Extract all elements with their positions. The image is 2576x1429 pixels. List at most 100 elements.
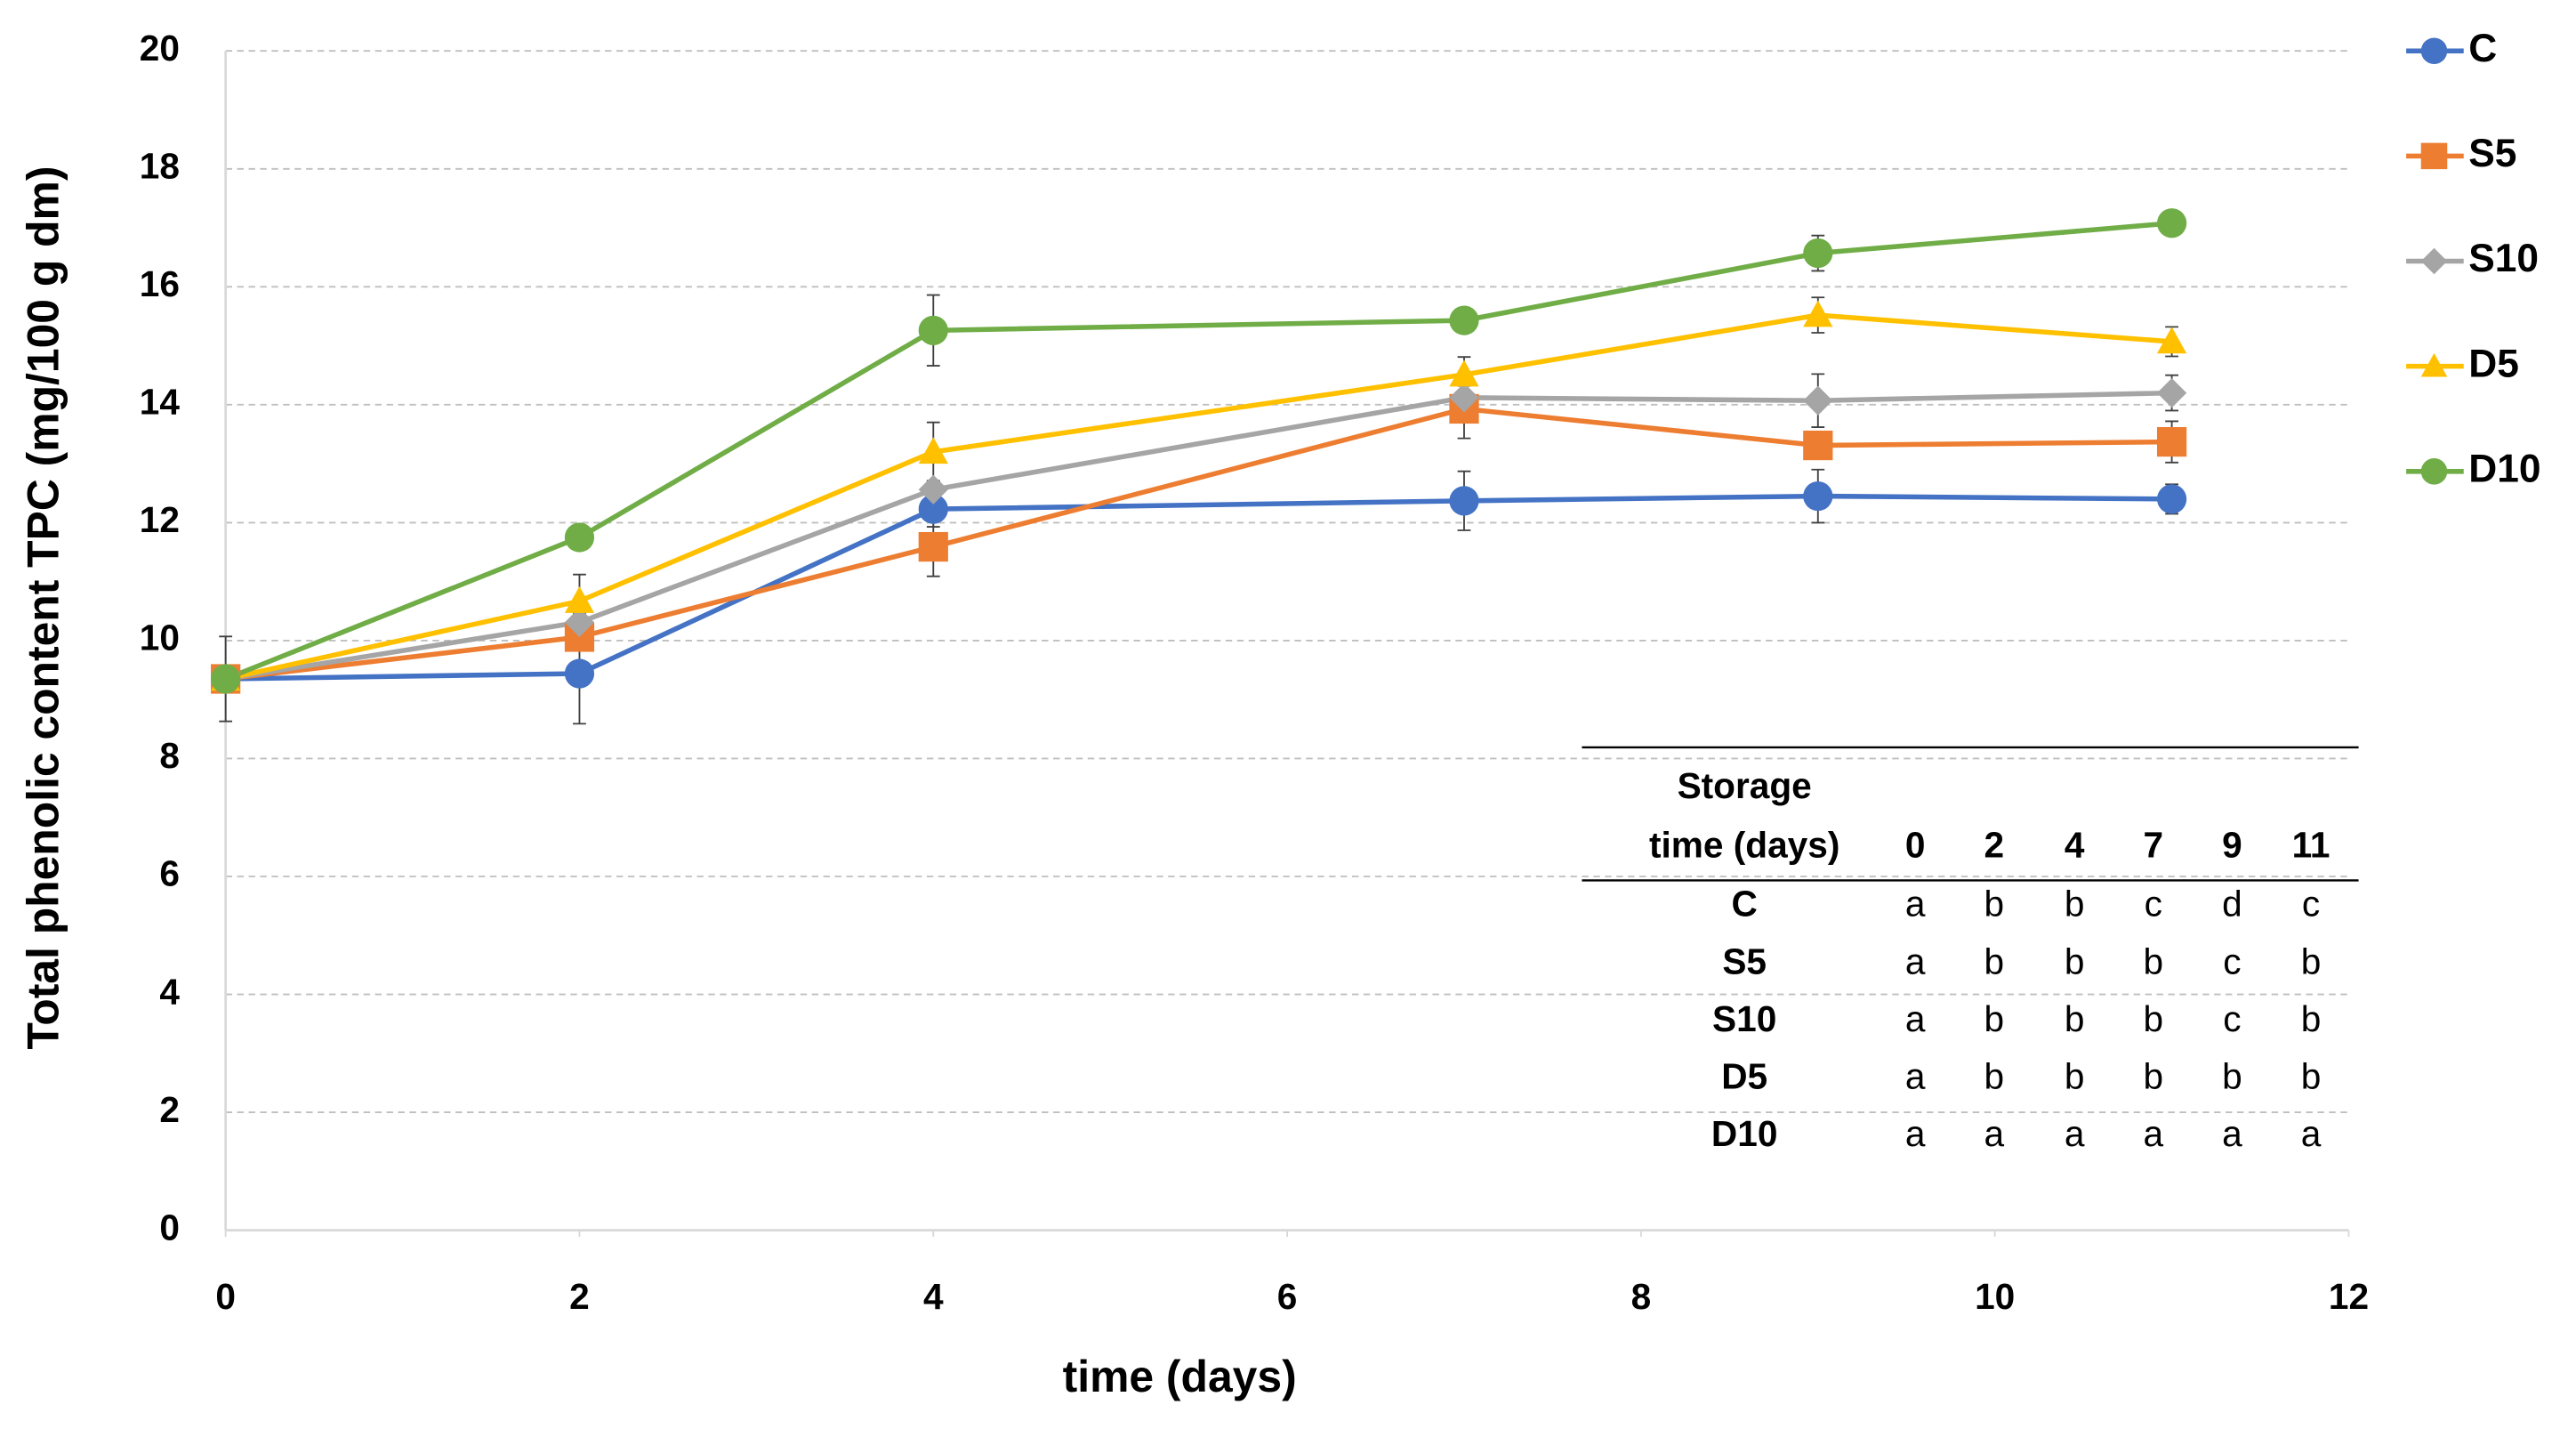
table-row-label: D10 xyxy=(1711,1113,1778,1154)
table-cell: b xyxy=(1984,941,2004,981)
marker xyxy=(918,315,948,345)
x-tick-label: 0 xyxy=(215,1276,236,1317)
legend-marker xyxy=(2420,458,2448,485)
legend-label: C xyxy=(2468,27,2497,70)
table-cell: a xyxy=(1984,1113,2004,1154)
table-cell: b xyxy=(1984,1056,2004,1097)
table-column: 7 xyxy=(2144,824,2164,865)
series-line xyxy=(225,312,2172,682)
table-cell: b xyxy=(2301,998,2322,1039)
marker xyxy=(211,664,241,694)
table-cell: a xyxy=(1905,941,1926,981)
series-line xyxy=(224,220,2172,682)
marker xyxy=(918,437,948,464)
legend-marker xyxy=(2420,352,2448,377)
table-header: time (days) xyxy=(1649,824,1839,865)
table-cell: b xyxy=(2065,998,2085,1039)
y-tick-label: 14 xyxy=(140,382,181,423)
y-tick-label: 6 xyxy=(159,853,180,894)
table-cell: b xyxy=(2144,941,2164,981)
series-line xyxy=(225,493,2172,682)
table-cell: b xyxy=(2065,884,2085,924)
table-cell: b xyxy=(2065,1056,2085,1097)
table-cell: b xyxy=(2144,998,2164,1039)
marker xyxy=(1449,359,1479,387)
legend-label: D5 xyxy=(2468,342,2519,385)
y-tick-label: 10 xyxy=(140,618,180,658)
table-cell: b xyxy=(2144,1056,2164,1097)
table-row-label: S10 xyxy=(1712,998,1776,1039)
marker xyxy=(1803,430,1833,461)
x-tick-label: 2 xyxy=(569,1276,590,1317)
y-tick-label: 4 xyxy=(159,971,180,1012)
table-cell: a xyxy=(1905,1113,1926,1154)
x-tick-label: 6 xyxy=(1277,1276,1298,1317)
x-tick-label: 10 xyxy=(1975,1276,2015,1317)
table-header: Storage xyxy=(1678,765,1812,806)
marker xyxy=(564,658,595,689)
legend-label: S10 xyxy=(2468,237,2539,280)
table-column: 2 xyxy=(1984,824,2004,865)
marker xyxy=(1803,480,1833,512)
x-tick-label: 12 xyxy=(2329,1276,2369,1317)
series-line xyxy=(225,406,2172,682)
table-cell: b xyxy=(2301,941,2322,981)
y-tick-label: 2 xyxy=(159,1089,180,1130)
marker xyxy=(918,494,948,524)
table-column: 9 xyxy=(2222,824,2242,865)
y-tick-label: 20 xyxy=(140,28,180,69)
marker xyxy=(2156,208,2187,238)
marker xyxy=(1803,238,1833,269)
table-cell: d xyxy=(2222,884,2242,924)
table-column: 4 xyxy=(2065,824,2085,865)
table-cell: c xyxy=(2223,941,2241,981)
y-axis-title: Total phenolic content TPC (mg/100 g dm) xyxy=(19,166,68,1050)
table-cell: a xyxy=(2065,1113,2085,1154)
table-cell: b xyxy=(2065,941,2085,981)
table-cell: a xyxy=(2222,1113,2242,1154)
marker xyxy=(1449,305,1479,335)
table-cell: a xyxy=(2144,1113,2164,1154)
x-tick-label: 8 xyxy=(1631,1276,1652,1317)
marker xyxy=(2156,327,2187,354)
table-cell: a xyxy=(1905,1056,1926,1097)
table-row-label: C xyxy=(1732,884,1758,924)
table-cell: b xyxy=(2222,1056,2242,1097)
table-cell: a xyxy=(1905,884,1926,924)
table-cell: b xyxy=(1984,998,2004,1039)
table-cell: c xyxy=(2223,998,2241,1039)
marker xyxy=(1803,300,1833,327)
table-cell: b xyxy=(2301,1056,2322,1097)
marker xyxy=(2156,377,2187,408)
y-tick-label: 12 xyxy=(140,499,180,540)
marker xyxy=(1449,486,1479,516)
marker xyxy=(1803,385,1833,416)
x-tick-label: 4 xyxy=(923,1276,944,1317)
table-cell: c xyxy=(2302,884,2320,924)
legend-label: D10 xyxy=(2468,447,2540,490)
marker xyxy=(2156,426,2187,457)
y-tick-label: 0 xyxy=(159,1207,180,1247)
marker xyxy=(564,585,595,613)
legend-marker xyxy=(2420,142,2448,170)
table-row-label: D5 xyxy=(1721,1056,1767,1097)
table-row-label: S5 xyxy=(1722,941,1767,981)
marker xyxy=(564,522,595,553)
y-tick-label: 8 xyxy=(159,735,180,776)
marker xyxy=(918,531,948,562)
marker xyxy=(2156,484,2187,514)
table-cell: b xyxy=(1984,884,2004,924)
table-cell: a xyxy=(2301,1113,2322,1154)
y-tick-label: 16 xyxy=(140,263,180,304)
legend-marker xyxy=(2420,247,2448,275)
legend-marker xyxy=(2420,37,2448,64)
series-line xyxy=(225,390,2172,682)
table-column: 0 xyxy=(1905,824,1926,865)
table-column: 11 xyxy=(2292,824,2330,865)
x-axis-title: time (days) xyxy=(1063,1352,1297,1401)
table-cell: c xyxy=(2145,884,2162,924)
legend-label: S5 xyxy=(2468,132,2516,175)
table-cell: a xyxy=(1905,998,1926,1039)
y-tick-label: 18 xyxy=(140,146,180,187)
